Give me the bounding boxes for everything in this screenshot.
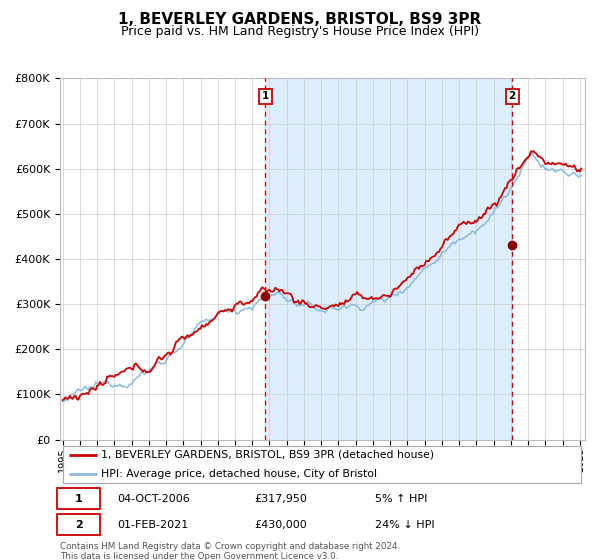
Text: 01-FEB-2021: 01-FEB-2021	[118, 520, 189, 530]
Bar	[265, 78, 512, 440]
Text: £317,950: £317,950	[254, 494, 307, 504]
Text: 2: 2	[75, 520, 83, 530]
Text: Price paid vs. HM Land Registry's House Price Index (HPI): Price paid vs. HM Land Registry's House …	[121, 25, 479, 38]
Text: 1: 1	[75, 494, 83, 504]
Text: 1, BEVERLEY GARDENS, BRISTOL, BS9 3PR (detached house): 1, BEVERLEY GARDENS, BRISTOL, BS9 3PR (d…	[101, 450, 434, 460]
Text: 04-OCT-2006: 04-OCT-2006	[118, 494, 191, 504]
FancyBboxPatch shape	[58, 488, 100, 509]
Text: 2: 2	[509, 91, 516, 101]
Text: 5% ↑ HPI: 5% ↑ HPI	[375, 494, 427, 504]
FancyBboxPatch shape	[58, 514, 100, 535]
Text: 1, BEVERLEY GARDENS, BRISTOL, BS9 3PR: 1, BEVERLEY GARDENS, BRISTOL, BS9 3PR	[118, 12, 482, 27]
Text: Contains HM Land Registry data © Crown copyright and database right 2024.
This d: Contains HM Land Registry data © Crown c…	[60, 542, 400, 560]
Text: 1: 1	[262, 91, 269, 101]
Text: £430,000: £430,000	[254, 520, 307, 530]
FancyBboxPatch shape	[62, 446, 581, 483]
Text: 24% ↓ HPI: 24% ↓ HPI	[375, 520, 434, 530]
Text: HPI: Average price, detached house, City of Bristol: HPI: Average price, detached house, City…	[101, 469, 377, 478]
